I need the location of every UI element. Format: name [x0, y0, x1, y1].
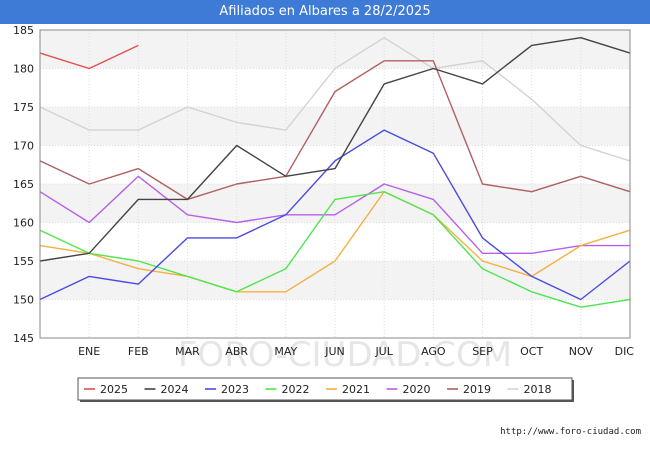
legend-label-2022: 2022 — [282, 383, 310, 396]
y-tick-label: 150 — [13, 294, 34, 307]
series-line-2020 — [39, 175, 630, 255]
x-tick-label: MAR — [175, 345, 200, 358]
source-credit[interactable]: http://www.foro-ciudad.com — [500, 427, 641, 437]
x-tick-label: AGO — [421, 345, 446, 358]
legend-label-2025: 2025 — [100, 383, 128, 396]
y-tick-label: 185 — [13, 24, 34, 37]
x-tick-label: NOV — [569, 345, 594, 358]
y-tick-label: 155 — [13, 255, 34, 268]
x-tick-label: FEB — [128, 345, 149, 358]
legend: 2025 2024 2023 2022 2021 2020 2019 2018 — [77, 377, 574, 402]
y-tick-label: 160 — [13, 217, 34, 230]
series-lines — [39, 36, 631, 308]
x-tick-label: SEP — [472, 345, 493, 358]
watermark: FORO-CIUDAD.COM — [178, 335, 512, 375]
y-tick-label: 180 — [13, 63, 34, 76]
x-tick-label: JUL — [374, 345, 393, 358]
legend-label-2024: 2024 — [161, 383, 189, 396]
series-line-2024 — [39, 36, 631, 262]
y-tick-label: 175 — [13, 101, 34, 114]
series-line-2025 — [39, 44, 139, 70]
legend-label-2021: 2021 — [342, 383, 370, 396]
x-tick-label: OCT — [520, 345, 543, 358]
series-line-2019 — [39, 60, 631, 201]
legend-label-2023: 2023 — [221, 383, 249, 396]
band — [40, 145, 630, 184]
x-tick-label: DIC — [615, 345, 635, 358]
x-tick-label: JUN — [324, 345, 345, 358]
legend-label-2020: 2020 — [403, 383, 431, 396]
legend-box — [77, 377, 573, 401]
y-tick-label: 165 — [13, 178, 34, 191]
series-line-2022 — [39, 190, 631, 308]
x-tick-label: ABR — [225, 345, 248, 358]
x-tick-label: ENE — [78, 345, 100, 358]
plot-frame — [39, 29, 631, 339]
legend-label-2018: 2018 — [524, 383, 552, 396]
series-line-2018 — [39, 36, 631, 162]
y-axis-ticks: 145 150 155 160 165 170 175 180 185 — [13, 24, 34, 345]
y-tick-label: 170 — [13, 140, 34, 153]
line-chart: FORO-CIUDAD.COM 145 150 155 160 165 170 175 180… — [13, 24, 634, 402]
y-tick-label: 145 — [13, 332, 34, 345]
legend-label-2019: 2019 — [463, 383, 491, 396]
x-tick-label: MAY — [274, 345, 297, 358]
chart-title: Afiliados en Albares a 28/2/2025 — [0, 0, 650, 24]
x-axis-ticks: ENE FEB MAR ABR MAY JUN JUL AGO SEP OCT NOV DIC — [78, 345, 634, 358]
plot-border — [39, 29, 631, 339]
series-line-2023 — [39, 129, 631, 301]
